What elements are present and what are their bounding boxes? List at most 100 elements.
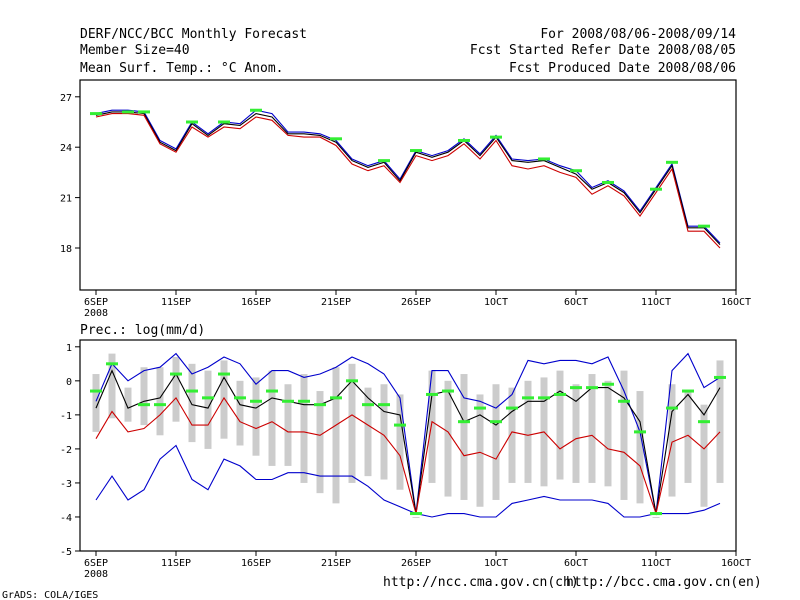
temp-x-tick-label: 6OCT	[564, 297, 588, 308]
prec-observed-mark	[218, 372, 230, 376]
precip-title: Prec.: log(mm/d)	[80, 323, 205, 338]
temp-x-tick-label: 6SEP	[84, 297, 108, 308]
prec-observed-mark	[186, 389, 198, 393]
prec-spread-bar	[460, 374, 468, 500]
temp-y-tick-label: 27	[60, 93, 72, 104]
prec-spread-bar	[396, 394, 404, 490]
prec-observed-mark	[170, 372, 182, 376]
ncc-url-link[interactable]: http://ncc.cma.gov.cn(ch)	[383, 575, 579, 590]
prec-series-max	[95, 352, 721, 514]
prec-spread-bar	[588, 374, 596, 483]
temperature-panel: 18 21 24 27 6SEP 11SEP 16SEP 21SEP 26SEP 1OCT 6OCT…	[60, 79, 751, 319]
temp-observed-mark	[330, 137, 342, 141]
prec-observed-mark	[346, 379, 358, 383]
temp-observed-mark	[186, 120, 198, 124]
bcc-url-link[interactable]: http://bcc.cma.gov.cn(en)	[566, 575, 762, 590]
prec-observed-mark	[90, 389, 102, 393]
prec-y-tick-label: 1	[66, 343, 72, 354]
prec-y-tick-label: -4	[60, 513, 72, 524]
prec-observed-mark	[586, 386, 598, 390]
prec-observed-mark	[138, 403, 150, 407]
prec-spread-bar	[124, 387, 132, 422]
prec-observed-mark	[522, 396, 534, 400]
prec-observed-mark	[394, 423, 406, 427]
temp-observed-mark	[250, 108, 262, 112]
prec-observed-mark	[458, 420, 470, 424]
prec-observed-mark	[698, 420, 710, 424]
prec-spread-bar	[716, 360, 724, 483]
prec-frame	[79, 339, 737, 552]
precipitation-panel: 1 0 -1 -2 -3 -4 -5 6SEP 11SEP 16SEP 21SEP 26SEP 1OCT…	[60, 339, 751, 580]
temp-x-tick-label: 16SEP	[241, 297, 271, 308]
prec-observed-mark	[650, 512, 662, 516]
prec-spread-bar	[444, 380, 452, 497]
prec-y-tick-label: -1	[60, 411, 72, 422]
prec-spread-bar	[220, 360, 228, 439]
prec-observed-mark	[266, 389, 278, 393]
header-member-size: Member Size=40	[80, 43, 190, 58]
prec-spread-bar	[332, 367, 340, 504]
prec-observed-mark	[410, 512, 422, 516]
prec-spread-bar	[556, 370, 564, 480]
prec-spread-bar	[524, 380, 532, 483]
prec-spread-bar	[604, 380, 612, 487]
prec-observed-mark	[714, 375, 726, 379]
temp-x-tick-label: 21SEP	[321, 297, 351, 308]
temp-observed-mark	[666, 160, 678, 164]
header-produced: Fcst Produced Date 2008/08/06	[509, 61, 736, 76]
prec-spread-bar	[348, 363, 356, 483]
prec-spread-bar	[92, 374, 100, 432]
prec-x-tick-label: 6SEP	[84, 558, 108, 569]
prec-spread-bar	[140, 367, 148, 426]
prec-spread-bar	[700, 404, 708, 507]
prec-observed-mark	[634, 430, 646, 434]
prec-spread-bar	[652, 516, 660, 518]
prec-observed-mark	[602, 382, 614, 386]
temp-x-tick-label: 16OCT	[721, 297, 751, 308]
prec-spread-bar	[508, 387, 516, 483]
prec-x-tick-label: 16OCT	[721, 558, 751, 569]
prec-observed-mark	[106, 362, 118, 366]
prec-observed-mark	[298, 399, 310, 403]
prec-spread-bar	[268, 370, 276, 466]
prec-spread-bar	[236, 380, 244, 446]
prec-spread-bar	[172, 357, 180, 422]
prec-x-tick-label: 26SEP	[401, 558, 431, 569]
prec-spread-bar	[636, 391, 644, 504]
prec-spread-bar	[620, 370, 628, 500]
prec-observed-mark	[570, 386, 582, 390]
prec-spread-bar	[188, 363, 196, 443]
header-variable: Mean Surf. Temp.: °C Anom.	[80, 61, 284, 76]
prec-x-tick-label: 11SEP	[161, 558, 191, 569]
prec-spread-bar	[380, 384, 388, 480]
temp-y-tick-label: 18	[60, 244, 72, 255]
prec-x-tick-label: 21SEP	[321, 558, 351, 569]
temp-observed-mark	[122, 110, 134, 114]
prec-x-tick-label: 1OCT	[484, 558, 508, 569]
prec-x-tick-label: 16SEP	[241, 558, 271, 569]
prec-series-min	[95, 444, 721, 518]
prec-spread-bar	[684, 391, 692, 483]
temp-x-tick-label: 11SEP	[161, 297, 191, 308]
prec-spread-bar	[412, 516, 420, 518]
prec-x-tick-label: 11OCT	[641, 558, 671, 569]
prec-y-tick-label: -3	[60, 479, 72, 490]
prec-observed-mark	[618, 399, 630, 403]
prec-observed-mark	[666, 406, 678, 410]
temp-observed-mark	[458, 138, 470, 142]
prec-y-tick-label: 0	[66, 377, 72, 388]
prec-observed-mark	[282, 399, 294, 403]
grads-credit: GrADS: COLA/IGES	[2, 590, 98, 600]
prec-spread-bar	[572, 384, 580, 483]
temp-observed-mark	[490, 135, 502, 139]
prec-spread-bar	[492, 384, 500, 500]
temp-x-tick-label: 26SEP	[401, 297, 431, 308]
header-started: Fcst Started Refer Date 2008/08/05	[470, 43, 736, 58]
prec-observed-mark	[314, 403, 326, 407]
temp-observed-mark	[650, 187, 662, 191]
temp-x-tick-label: 11OCT	[641, 297, 671, 308]
prec-spread-bar	[252, 377, 260, 456]
temp-frame	[79, 79, 737, 291]
temp-observed-mark	[218, 120, 230, 124]
